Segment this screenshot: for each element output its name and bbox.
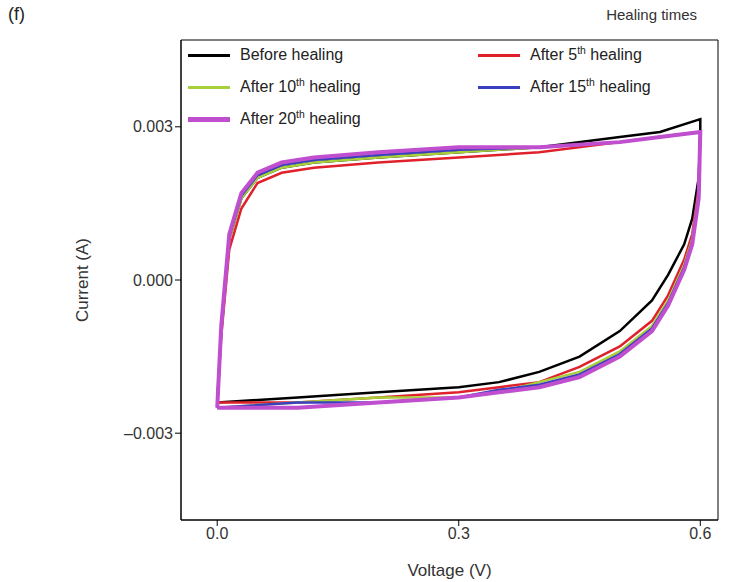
html-text:After 10thhealing: After 10thhealing: [240, 77, 361, 96]
svg-text:0.0: 0.0: [206, 525, 228, 542]
svg-text:0.6: 0.6: [689, 525, 711, 542]
html-text:After 5thhealing: After 5thhealing: [530, 45, 642, 64]
svg-text:Current (A): Current (A): [73, 238, 92, 322]
svg-text:0.003: 0.003: [133, 118, 173, 135]
svg-text:0.3: 0.3: [448, 525, 470, 542]
html-text:After 20thhealing: After 20thhealing: [240, 109, 361, 128]
html-text:(f): (f): [8, 4, 25, 24]
html-text:Before healing: Before healing: [240, 46, 344, 63]
svg-text:Voltage (V): Voltage (V): [407, 561, 491, 580]
svg-text:–0.003: –0.003: [124, 425, 173, 442]
html-text:After 15thhealing: After 15thhealing: [530, 77, 651, 96]
html-text:Healing times: Healing times: [606, 6, 697, 23]
svg-text:0.000: 0.000: [133, 272, 173, 289]
